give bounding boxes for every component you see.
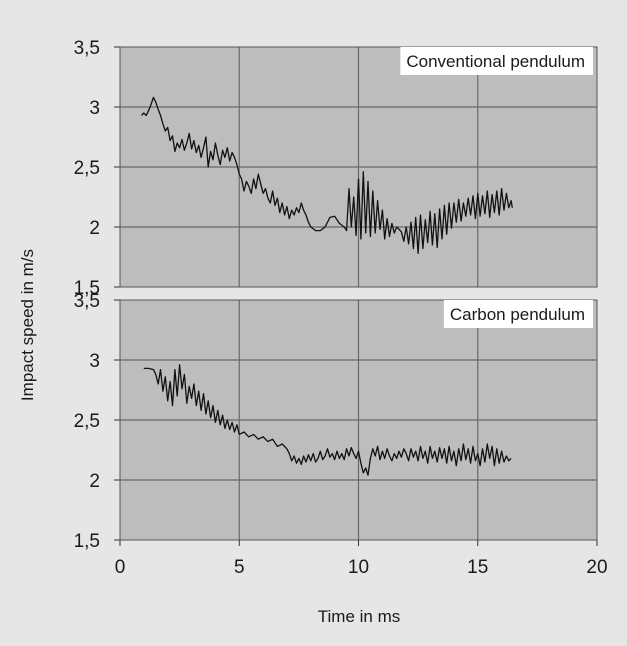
x-tick-label: 5 [234, 557, 245, 578]
panel-2: 1,5 2 2,5 3 3,5 Carbon pendulum [74, 291, 598, 552]
y-tick-label: 3,5 [74, 38, 100, 59]
y-tick-label: 2 [89, 471, 100, 492]
y-tick-label: 3 [89, 98, 100, 119]
x-tick-label: 15 [467, 557, 488, 578]
panel-label-box [400, 47, 593, 75]
panel-1: 1,5 2 2,5 3 3,5 Conventional pendulum [74, 38, 598, 299]
series-line-2 [143, 364, 512, 476]
y-tick-label: 1,5 [74, 531, 100, 552]
panel-label: Carbon pendulum [450, 305, 585, 324]
x-axis-title: Time in ms [318, 607, 401, 626]
panel-label: Conventional pendulum [406, 52, 585, 71]
x-tick-label: 20 [586, 557, 607, 578]
plot-frame [119, 46, 598, 288]
y-axis-title: Impact speed in m/s [18, 249, 37, 401]
y-tick-label: 3,5 [74, 291, 100, 312]
x-tick-label: 0 [115, 557, 126, 578]
panels-layer: 1,5 2 2,5 3 3,5 Conventional pendulum 1,5 2 2,5 3… [74, 38, 598, 552]
y-tick-label: 3 [89, 351, 100, 372]
x-tick-label: 10 [348, 557, 369, 578]
y-tick-label: 2 [89, 218, 100, 239]
y-tick-label: 1,5 [74, 278, 100, 299]
panel-label-box [443, 300, 593, 328]
y-tick-label: 2,5 [74, 158, 100, 179]
x-tick-labels: 0 5 10 15 20 [115, 540, 608, 578]
series-line-1 [141, 96, 513, 255]
y-tick-label: 2,5 [74, 411, 100, 432]
